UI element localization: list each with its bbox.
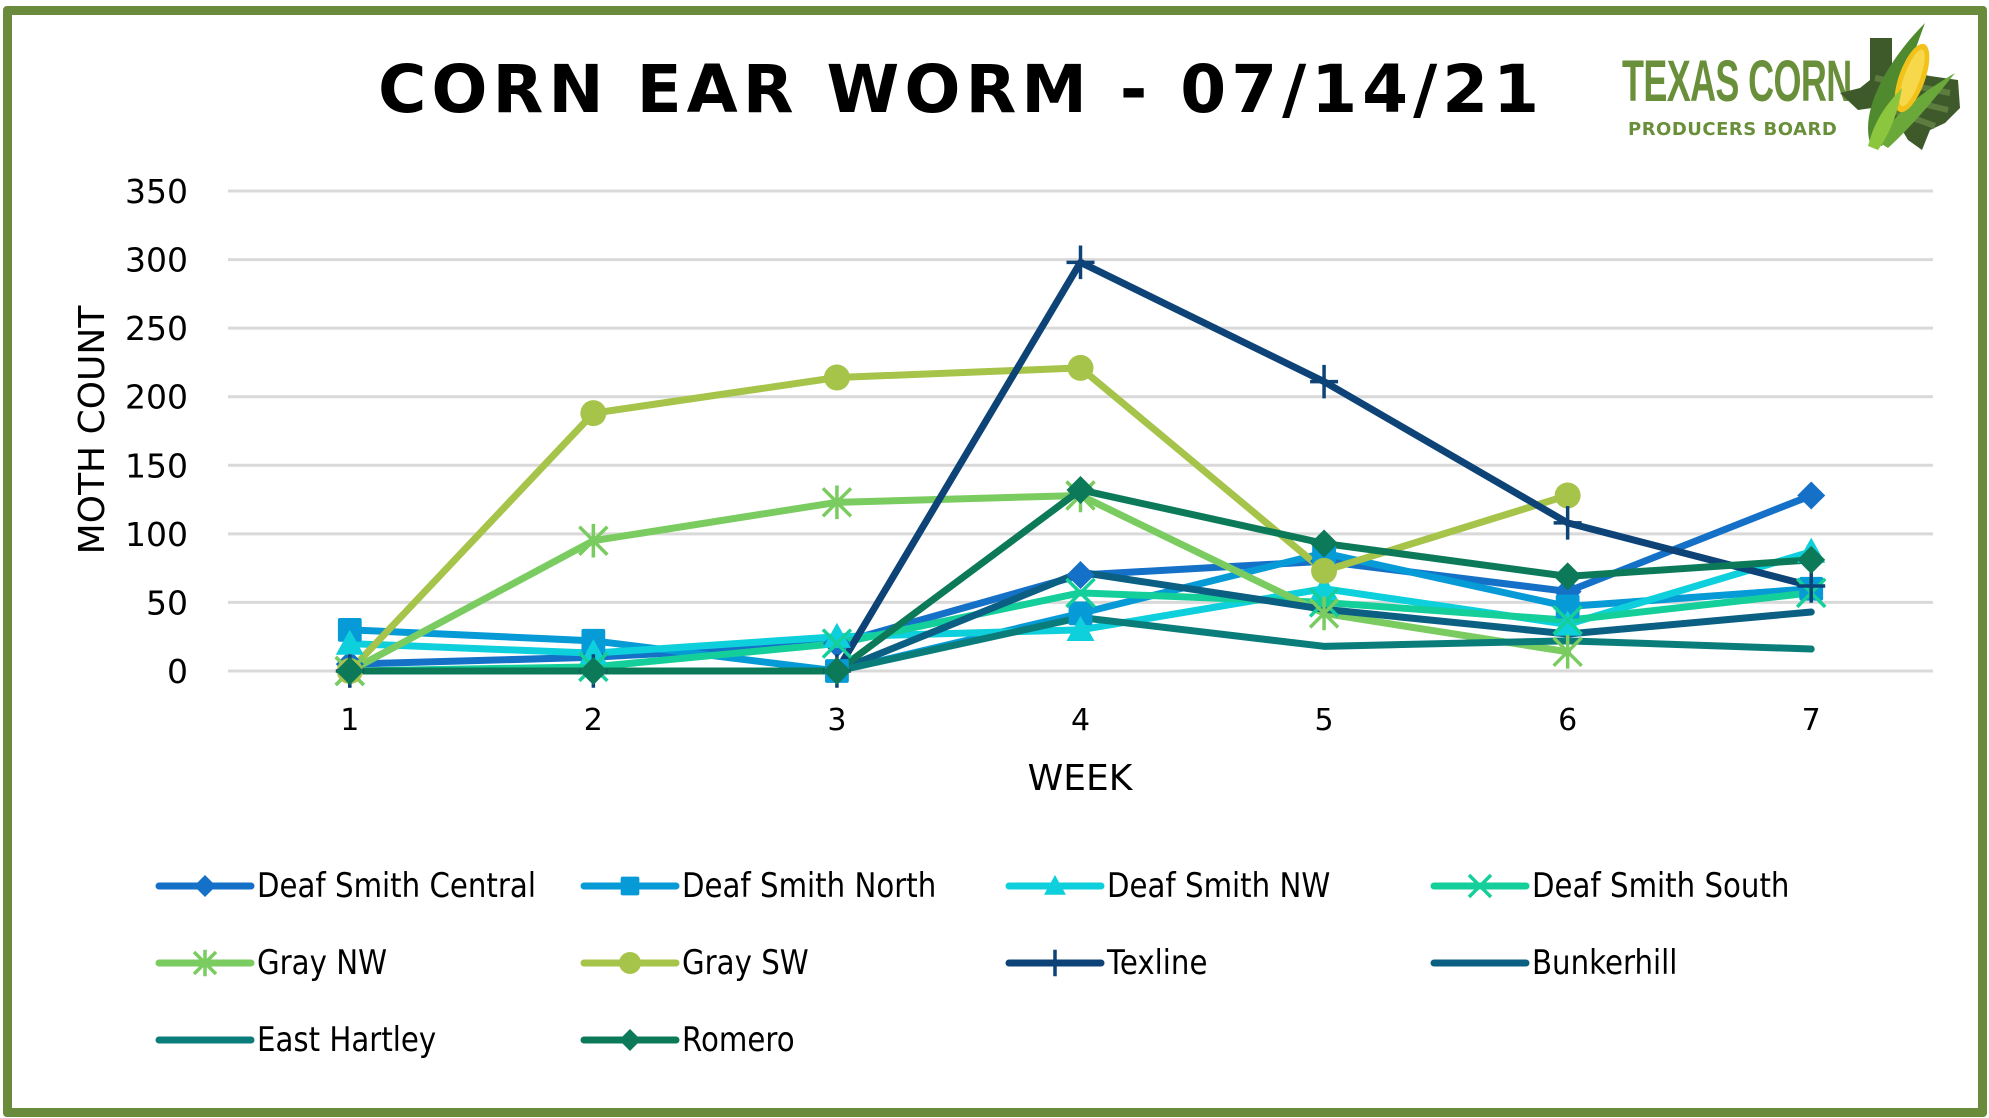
legend-marker-icon <box>1044 949 1066 977</box>
data-point <box>1066 245 1095 280</box>
data-point <box>1067 354 1094 381</box>
legend-marker-icon <box>1467 873 1493 899</box>
data-point <box>335 629 364 655</box>
logo-main-text: TEXAS CORN <box>1622 49 1852 114</box>
legend-label: Gray SW <box>682 943 809 983</box>
data-point <box>1552 605 1583 636</box>
data-point <box>1552 635 1583 669</box>
x-tick-label: 4 <box>1071 703 1090 738</box>
legend-swatch-icon <box>1005 875 1105 895</box>
y-axis-title-text: MOTH COUNT <box>72 305 113 555</box>
legend-label: Deaf Smith Central <box>257 866 536 906</box>
x-axis-ticks: 1 2 3 4 5 6 7 <box>340 703 1821 738</box>
legend-marker-icon <box>619 1029 641 1051</box>
legend-marker-icon <box>1044 875 1066 895</box>
legend-label: East Hartley <box>257 1020 437 1060</box>
x-tick-label: 5 <box>1315 703 1334 738</box>
x-tick-label: 3 <box>827 703 846 738</box>
y-tick-label: 200 <box>125 378 188 417</box>
data-point <box>1797 545 1826 574</box>
legend-item: East Hartley <box>155 1020 465 1060</box>
legend-item: Romero <box>580 1020 813 1060</box>
legend-label: Deaf Smith NW <box>1107 866 1331 906</box>
logo-sub-text: PRODUCERS BOARD <box>1628 119 1838 140</box>
legend-label: Deaf Smith South <box>1532 866 1790 906</box>
legend-swatch-icon <box>155 1036 255 1044</box>
legend-label: Gray NW <box>257 943 387 983</box>
data-point <box>1554 482 1581 509</box>
legend-item: Deaf Smith Central <box>155 866 581 906</box>
data-point <box>1066 615 1095 642</box>
legend-item: Gray SW <box>580 943 829 983</box>
data-point <box>1068 601 1093 626</box>
y-axis-title: MOTH COUNT <box>60 300 120 560</box>
legend-marker-icon <box>619 952 641 974</box>
data-point <box>1310 529 1339 558</box>
legend-marker-icon <box>194 875 216 897</box>
chart-title: CORN EAR WORM - 07/14/21 <box>378 51 1545 128</box>
legend-marker-icon <box>192 949 218 977</box>
x-tick-label: 6 <box>1558 703 1577 738</box>
texas-corn-emblem-icon <box>1840 23 1960 150</box>
y-tick-label: 250 <box>125 309 188 348</box>
data-point <box>1797 569 1826 603</box>
legend-label: Bunkerhill <box>1532 943 1678 983</box>
data-point <box>1797 481 1826 510</box>
data-point <box>1065 577 1096 609</box>
legend-swatch-icon <box>1430 959 1530 967</box>
legend-label: Deaf Smith North <box>682 866 937 906</box>
data-point <box>821 628 853 659</box>
legend-swatch-icon <box>580 876 680 896</box>
legend-item: Texline <box>1005 943 1224 983</box>
legend-swatch-icon <box>580 952 680 974</box>
data-point <box>1066 475 1095 504</box>
x-tick-label: 2 <box>584 703 603 738</box>
y-tick-label: 350 <box>125 172 188 211</box>
series-line-gray-nw <box>346 491 1572 675</box>
data-point <box>823 364 850 391</box>
y-tick-label: 50 <box>146 583 188 622</box>
legend-swatch-icon <box>1005 949 1105 977</box>
legend-item: Deaf Smith South <box>1430 866 1831 906</box>
y-axis-ticks: 0 50 100 150 200 250 300 350 <box>125 172 188 691</box>
data-point <box>1553 506 1582 540</box>
data-point <box>1311 557 1338 584</box>
legend-item: Gray NW <box>155 943 408 983</box>
data-point <box>822 657 851 685</box>
x-tick-label: 1 <box>340 703 359 738</box>
data-point <box>822 622 851 648</box>
series-markers <box>334 245 1827 688</box>
y-tick-label: 0 <box>167 652 188 691</box>
x-axis-title: WEEK <box>1028 758 1134 799</box>
legend-item: Bunkerhill <box>1430 943 1701 983</box>
data-point <box>579 657 608 685</box>
y-tick-label: 100 <box>125 515 188 554</box>
legend-marker-icon <box>620 876 640 896</box>
data-point <box>1066 561 1095 589</box>
series-line-gray-sw <box>346 364 1572 675</box>
legend-label: Romero <box>682 1020 795 1060</box>
legend-swatch-icon <box>1430 873 1530 899</box>
x-tick-label: 7 <box>1802 703 1821 738</box>
legend-swatch-icon <box>580 1029 680 1051</box>
data-point <box>335 657 364 685</box>
legend-item: Deaf Smith NW <box>1005 866 1367 906</box>
data-point <box>1310 364 1339 399</box>
data-point <box>578 523 609 558</box>
y-tick-label: 300 <box>125 241 188 280</box>
y-tick-label: 150 <box>125 446 188 485</box>
legend-item: Deaf Smith North <box>580 866 978 906</box>
legend-swatch-icon <box>155 875 255 897</box>
data-point <box>1308 596 1340 631</box>
legend-swatch-icon <box>155 949 255 977</box>
data-point <box>580 400 607 427</box>
texas-corn-logo: TEXAS CORN PRODUCERS BOARD <box>1615 18 1970 153</box>
data-point <box>821 485 853 520</box>
legend-label: Texline <box>1107 943 1208 983</box>
data-point <box>1553 562 1582 591</box>
